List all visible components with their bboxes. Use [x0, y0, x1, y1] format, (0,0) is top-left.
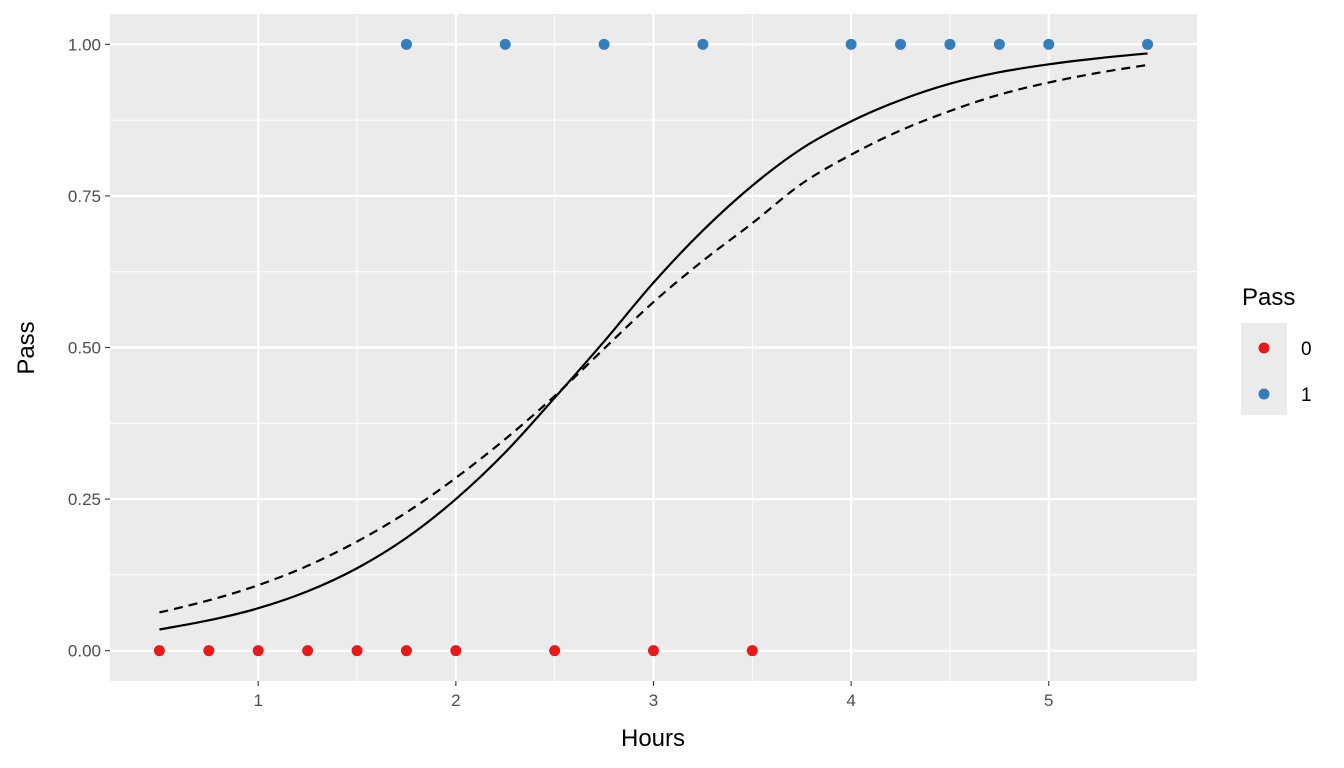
data-point-pass-1 [400, 38, 412, 50]
data-point-pass-1 [598, 38, 610, 50]
legend-key-background [1241, 323, 1287, 415]
solid-fit-curve [159, 52, 1148, 631]
y-tick-label: 0.50 [68, 339, 101, 358]
data-point-pass-1 [845, 38, 857, 50]
data-point-pass-0 [302, 645, 314, 657]
x-tick-label: 5 [1044, 691, 1053, 710]
legend: Pass 01 [1241, 284, 1312, 415]
data-point-pass-1 [697, 38, 709, 50]
y-tick-label: 0.75 [68, 187, 101, 206]
legend-key-1 [1258, 388, 1270, 400]
legend-label-0: 0 [1301, 339, 1312, 360]
data-point-pass-1 [895, 38, 907, 50]
data-point-pass-0 [351, 645, 363, 657]
data-point-pass-0 [153, 645, 165, 657]
x-axis-title: Hours [621, 725, 685, 752]
data-point-pass-1 [499, 38, 511, 50]
data-point-pass-1 [1043, 38, 1055, 50]
y-axis-title: Pass [13, 321, 40, 374]
y-tick-label: 0.25 [68, 490, 101, 509]
legend-label-1: 1 [1301, 385, 1312, 406]
x-axis-ticks: 1 2 3 4 5 [253, 681, 1054, 710]
y-axis-ticks: 0.00 0.25 0.50 0.75 1.00 [68, 35, 110, 661]
x-tick-label: 3 [649, 691, 658, 710]
y-tick-label: 1.00 [68, 35, 101, 54]
data-point-pass-1 [1142, 38, 1154, 50]
legend-title: Pass [1242, 284, 1295, 311]
data-point-pass-0 [648, 645, 659, 657]
legend-entries: 01 [1258, 339, 1312, 406]
y-tick-label: 0.00 [68, 642, 101, 661]
data-point-pass-0 [203, 645, 215, 657]
data-points [153, 38, 1154, 657]
data-point-pass-0 [252, 645, 264, 657]
data-point-pass-0 [746, 645, 758, 657]
data-point-pass-0 [450, 645, 462, 657]
data-point-pass-0 [400, 645, 412, 657]
data-point-pass-1 [993, 38, 1005, 50]
x-tick-label: 2 [451, 691, 460, 710]
legend-key-0 [1258, 342, 1270, 354]
dashed-fit-curve [159, 63, 1148, 614]
data-point-pass-0 [549, 645, 561, 657]
x-tick-label: 4 [846, 691, 855, 710]
fitted-curves [159, 52, 1148, 631]
x-tick-label: 1 [253, 691, 262, 710]
data-point-pass-1 [944, 38, 956, 50]
